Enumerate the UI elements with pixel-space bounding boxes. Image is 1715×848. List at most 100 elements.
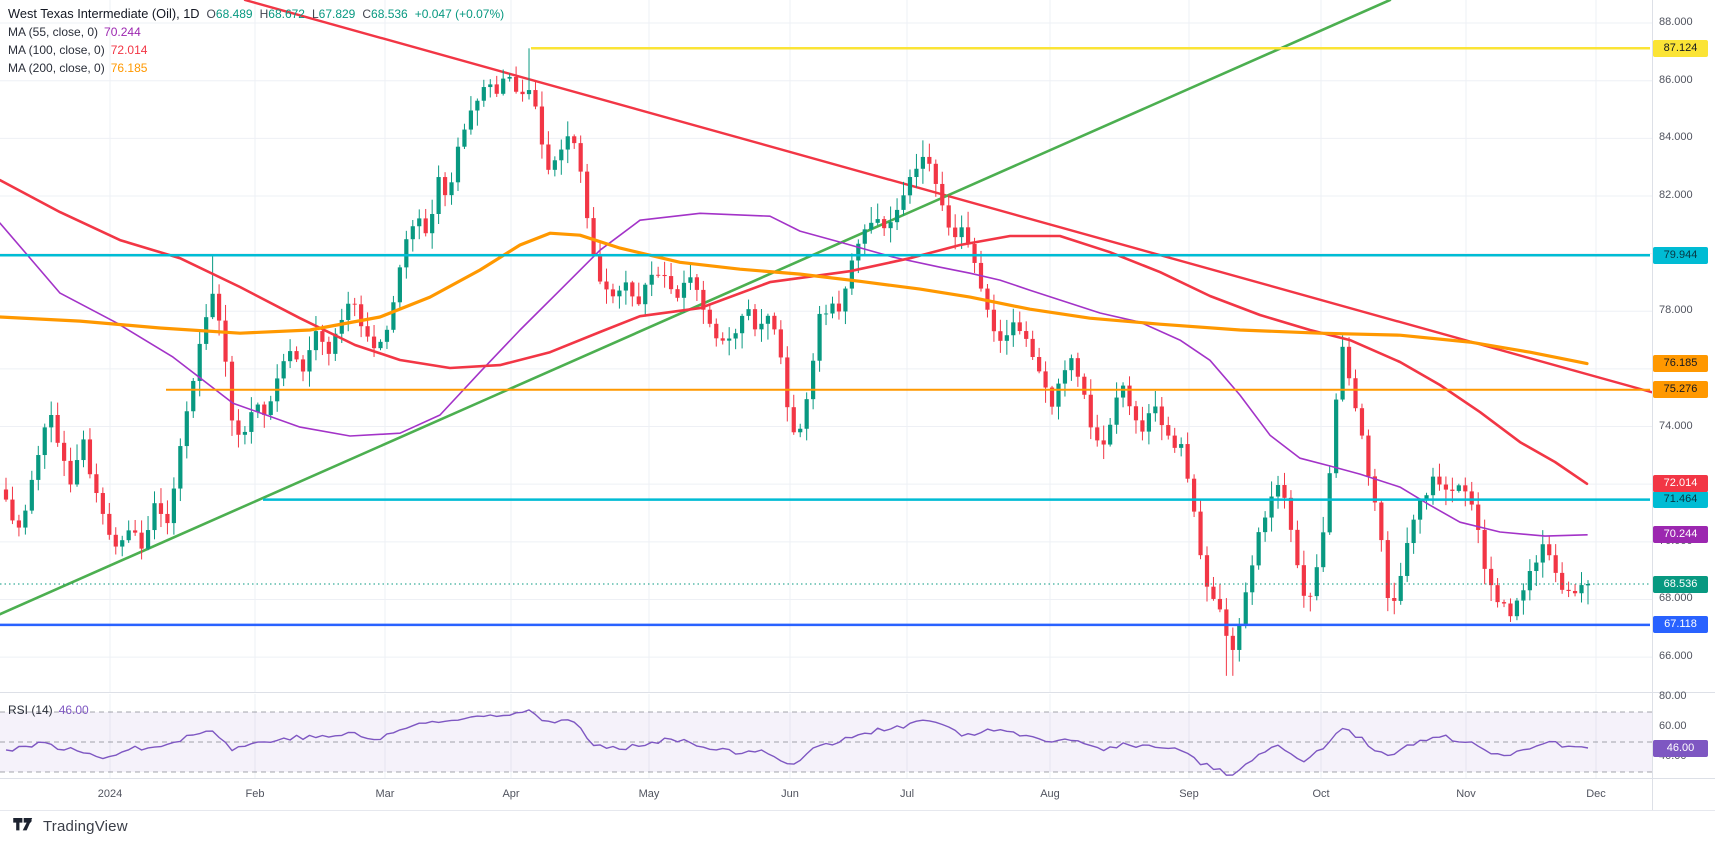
candle-body: [1547, 544, 1552, 556]
ma-price-label: 72.014: [1653, 475, 1708, 493]
price-chart-canvas[interactable]: [0, 0, 1715, 812]
candle-body: [1095, 427, 1100, 441]
chart-legend[interactable]: West Texas Intermediate (Oil), 1D O68.489…: [8, 5, 504, 77]
candle-body: [933, 163, 938, 184]
candle-body: [294, 351, 299, 360]
candle-body: [791, 407, 796, 433]
candle-body: [597, 254, 603, 282]
candle-body: [462, 129, 467, 147]
candle-body: [507, 76, 512, 79]
candle-body: [268, 401, 273, 416]
candle-body: [62, 442, 67, 461]
candle-body: [798, 428, 803, 433]
candle-body: [552, 160, 557, 170]
candle-body: [262, 404, 267, 416]
symbol-legend-row[interactable]: West Texas Intermediate (Oil), 1D O68.489…: [8, 5, 504, 23]
candle-body: [907, 177, 913, 196]
ma-legend-row[interactable]: MA (100, close, 0) 72.014: [8, 41, 504, 59]
candle-body: [804, 399, 809, 429]
candle-body: [965, 227, 971, 245]
candle-body: [1004, 335, 1009, 341]
candle-body: [882, 219, 887, 229]
candle-body: [1489, 568, 1494, 586]
ohlc-key: H: [259, 7, 269, 21]
tradingview-logo-icon: [13, 818, 33, 831]
ma-legend-row[interactable]: MA (200, close, 0) 76.185: [8, 59, 504, 77]
ma-legend-rows: MA (55, close, 0) 70.244 MA (100, close, 0…: [8, 23, 504, 77]
candle-body: [617, 290, 622, 297]
ma-legend-label: MA (200, close, 0): [8, 61, 105, 75]
candle-body: [520, 91, 525, 95]
candle-body: [585, 171, 590, 219]
candle-body: [430, 213, 435, 234]
candle-body: [191, 380, 196, 412]
candle-body: [1295, 529, 1300, 566]
candle-body: [843, 288, 848, 312]
candle-body: [501, 78, 506, 94]
ma-legend-value: 70.244: [104, 25, 141, 39]
candle-body: [42, 427, 47, 456]
candle-body: [1030, 338, 1035, 358]
candle-body: [326, 341, 331, 354]
candle-body: [811, 360, 816, 400]
ohlc-values: O68.489 H68.672 L67.829 C68.536: [200, 7, 408, 21]
symbol-title: West Texas Intermediate (Oil), 1D: [8, 6, 200, 21]
candle-body: [1450, 489, 1455, 491]
candle-body: [1250, 565, 1255, 593]
last-price-label: 68.536: [1653, 575, 1708, 593]
candle-body: [1191, 478, 1197, 512]
candle-body: [1179, 444, 1184, 448]
candle-body: [23, 510, 28, 528]
candle-body: [901, 195, 906, 210]
candle-body: [288, 351, 293, 362]
candle-body: [488, 84, 493, 88]
candle-body: [1256, 532, 1261, 566]
ma-legend-label: MA (55, close, 0): [8, 25, 99, 39]
candle-body: [81, 439, 86, 461]
axis-separator: [1652, 0, 1653, 810]
candle-body: [656, 274, 661, 276]
candle-body: [1172, 435, 1177, 448]
ohlc-key: L: [311, 7, 319, 21]
candle-body: [746, 309, 751, 316]
time-axis-label: Mar: [375, 788, 395, 800]
rsi-legend-row[interactable]: RSI (14) 46.00: [8, 703, 89, 717]
candle-body: [87, 439, 93, 475]
candle-body: [139, 532, 144, 549]
ohlc-key: C: [362, 7, 372, 21]
candle-body: [436, 177, 441, 214]
ma-200-line: [0, 231, 1589, 366]
candle-body: [1308, 595, 1313, 597]
candle-body: [1146, 413, 1151, 432]
candle-body: [1049, 387, 1055, 407]
candle-body: [1417, 500, 1423, 520]
candle-body: [229, 361, 235, 421]
candle-body: [1101, 440, 1106, 445]
candle-body: [959, 227, 964, 238]
time-axis-label: Oct: [1312, 788, 1330, 800]
tradingview-logo[interactable]: TradingView: [13, 818, 128, 835]
candle-body: [1501, 602, 1507, 604]
candle-body: [352, 303, 357, 305]
ma-price-label: 70.244: [1653, 526, 1708, 544]
candle-body: [823, 313, 829, 315]
candle-body: [1043, 371, 1048, 388]
candle-body: [1204, 555, 1210, 587]
ma-legend-row[interactable]: MA (55, close, 0) 70.244: [8, 23, 504, 41]
candle-body: [817, 313, 822, 361]
ma-price-label: 76.185: [1653, 355, 1708, 373]
candle-body: [120, 540, 125, 547]
pane-separator[interactable]: [0, 692, 1715, 693]
candle-body: [991, 309, 997, 332]
candle-body: [533, 90, 538, 107]
candle-body: [727, 338, 732, 341]
candle-body: [630, 282, 635, 297]
candle-body: [494, 84, 499, 94]
candle-body: [1159, 406, 1164, 426]
candle-body: [100, 493, 105, 514]
time-axis-label: Dec: [1586, 788, 1606, 800]
candle-body: [249, 412, 254, 432]
level-price-label: 71.464: [1653, 491, 1708, 509]
candle-body: [1334, 399, 1339, 474]
candle-body: [1553, 555, 1558, 573]
